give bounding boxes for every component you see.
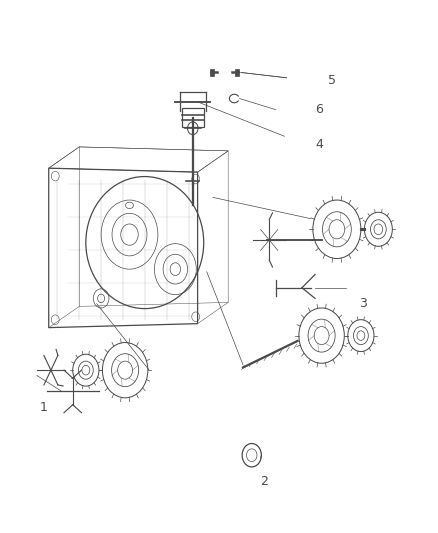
Text: 2: 2 bbox=[261, 475, 268, 488]
Text: 4: 4 bbox=[315, 138, 323, 151]
Text: 3: 3 bbox=[359, 297, 367, 310]
Text: 6: 6 bbox=[315, 103, 323, 116]
FancyBboxPatch shape bbox=[235, 69, 239, 76]
FancyBboxPatch shape bbox=[210, 69, 214, 76]
Text: 1: 1 bbox=[40, 401, 48, 414]
Text: 5: 5 bbox=[328, 74, 336, 87]
